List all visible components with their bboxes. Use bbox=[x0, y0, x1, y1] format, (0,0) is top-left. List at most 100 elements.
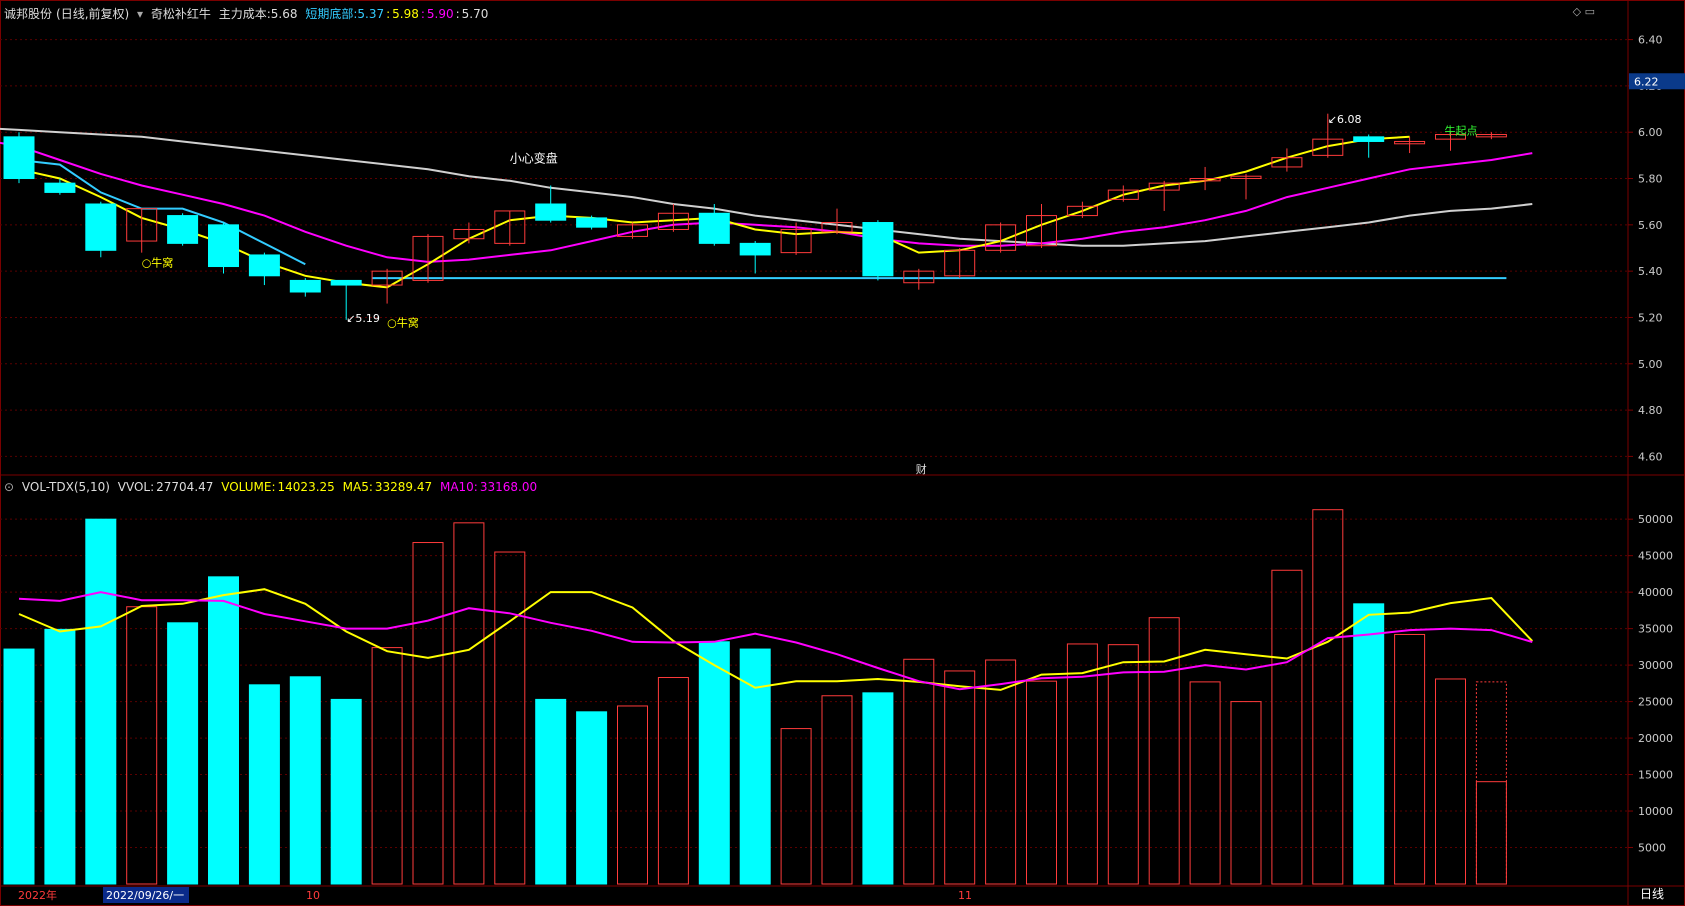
volume-bar bbox=[780, 728, 812, 885]
candle-body bbox=[494, 210, 526, 244]
volume-tick-label: 30000 bbox=[1638, 659, 1673, 672]
panel-corner-controls: ◇ ▭ bbox=[1573, 5, 1595, 18]
volume-bar bbox=[3, 648, 35, 885]
low-price-label: ↙5.19 bbox=[346, 312, 380, 325]
price-tick-label: 5.60 bbox=[1638, 219, 1663, 232]
volume-bar bbox=[453, 522, 485, 885]
candle-body bbox=[903, 270, 935, 284]
candle-body bbox=[330, 279, 362, 286]
volume-ma10-line bbox=[18, 591, 1533, 691]
candle-body bbox=[1312, 138, 1344, 156]
stock-name[interactable]: 诚邦股份 bbox=[4, 7, 53, 21]
volume-bar bbox=[903, 658, 935, 885]
candle-body bbox=[739, 242, 771, 256]
current-price-label: 6.22 bbox=[1634, 75, 1659, 88]
candle-body bbox=[208, 224, 239, 268]
volume-bar bbox=[985, 659, 1017, 885]
volume-bar bbox=[617, 705, 648, 885]
volume-tick-label: 5000 bbox=[1638, 842, 1666, 855]
niuwo-annotation-2: ○牛窝 bbox=[387, 316, 419, 330]
price-tick-label: 6.40 bbox=[1638, 34, 1663, 47]
main-cost-value: 5.68 bbox=[270, 7, 298, 21]
chevron-down-icon[interactable]: ▾ bbox=[137, 7, 144, 21]
volume-bar bbox=[1312, 509, 1344, 885]
niuwo-annotation-1: ○牛窝 bbox=[142, 256, 174, 270]
diamond-icon[interactable]: ◇ bbox=[1572, 5, 1582, 18]
header-value-3: 5.90 bbox=[426, 7, 454, 21]
ma-magenta-line bbox=[0, 141, 1533, 263]
cursor-date-box bbox=[103, 887, 189, 903]
volume-bar bbox=[1271, 569, 1303, 885]
volume-bar bbox=[167, 622, 199, 885]
ma5-value: 33289.47 bbox=[374, 480, 433, 494]
candle-body bbox=[412, 235, 444, 281]
candle-body bbox=[1107, 189, 1139, 200]
x-october-label: 10 bbox=[306, 889, 320, 902]
candle-body bbox=[657, 212, 689, 230]
volume-bar bbox=[330, 698, 362, 885]
candle-body bbox=[1435, 134, 1466, 140]
volume-bar bbox=[44, 628, 76, 885]
candle-body bbox=[780, 228, 812, 254]
volume-bar bbox=[1189, 681, 1221, 885]
period-label: 日线 bbox=[1640, 887, 1664, 901]
volume-bar bbox=[208, 576, 239, 885]
volume-bar bbox=[535, 698, 567, 885]
volume-bar bbox=[944, 670, 976, 885]
header-value-2: 5.98 bbox=[392, 7, 419, 21]
candle-body bbox=[985, 224, 1017, 251]
price-tick-label: 5.80 bbox=[1638, 173, 1663, 186]
candle-body bbox=[1394, 140, 1426, 145]
volume-bar bbox=[371, 647, 403, 885]
volume-bar bbox=[1026, 680, 1057, 885]
candle-body bbox=[1066, 205, 1098, 217]
volume-tick-label: 15000 bbox=[1638, 769, 1673, 782]
candle-body bbox=[289, 279, 321, 293]
candle-body bbox=[1189, 178, 1221, 182]
header-sep-2: : bbox=[420, 7, 425, 21]
x-november-label: 11 bbox=[958, 889, 972, 902]
candle-body bbox=[248, 254, 280, 277]
volume-bar bbox=[739, 648, 771, 885]
chevron-down-circle-icon[interactable]: ⊙ bbox=[4, 480, 15, 494]
price-tick-label: 5.40 bbox=[1638, 265, 1663, 278]
ma-white-line bbox=[0, 127, 1533, 247]
candle-body bbox=[1475, 134, 1507, 138]
volume-bar bbox=[85, 518, 117, 885]
volume-bar bbox=[576, 711, 608, 885]
candle-body bbox=[617, 224, 648, 237]
volume-bar bbox=[126, 606, 158, 885]
price-tick-label: 5.20 bbox=[1638, 311, 1663, 324]
current-price-tag bbox=[1629, 73, 1685, 90]
candle-body bbox=[535, 203, 567, 221]
volume-bar bbox=[1148, 617, 1180, 885]
candle-body bbox=[576, 217, 608, 228]
volume-bar bbox=[494, 551, 526, 885]
volume-tick-label: 10000 bbox=[1638, 805, 1673, 818]
volume-bar bbox=[1435, 678, 1466, 885]
volume-bar bbox=[821, 695, 853, 885]
short-bottom-label: 短期底部: bbox=[305, 7, 358, 21]
candle-body bbox=[862, 222, 894, 277]
volume-bar bbox=[1394, 633, 1426, 885]
volume-bar bbox=[862, 692, 894, 885]
volume-bar bbox=[248, 684, 280, 885]
candle-body bbox=[44, 182, 76, 193]
candle-body bbox=[1026, 215, 1057, 247]
price-tick-label: 6.00 bbox=[1638, 126, 1663, 139]
ma10-value: 33168.00 bbox=[479, 480, 538, 494]
candle-body bbox=[1230, 175, 1262, 180]
vvol-value: 27704.47 bbox=[156, 480, 214, 494]
volume-bar bbox=[289, 676, 321, 885]
vvol-label: VVOL: bbox=[117, 480, 155, 494]
window-icon[interactable]: ▭ bbox=[1584, 5, 1595, 18]
main-cost-label: 主力成本: bbox=[218, 7, 271, 21]
price-tick-label: 4.80 bbox=[1638, 404, 1663, 417]
volume-bar bbox=[698, 641, 730, 885]
vol-indicator-name[interactable]: VOL-TDX(5,10) bbox=[21, 480, 110, 494]
volume-bar-current bbox=[1475, 781, 1507, 885]
candle-body bbox=[698, 212, 730, 244]
adjust-mode[interactable]: (日线,前复权) bbox=[56, 7, 130, 21]
indicator-name[interactable]: 奇松补红牛 bbox=[150, 7, 211, 21]
